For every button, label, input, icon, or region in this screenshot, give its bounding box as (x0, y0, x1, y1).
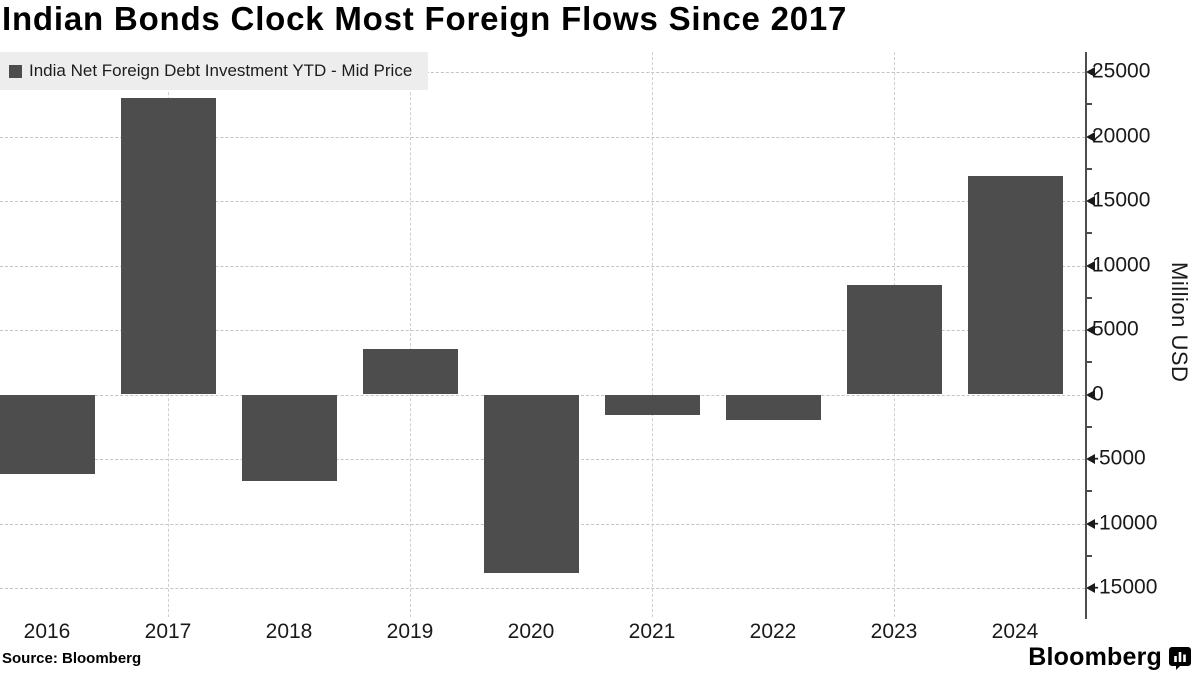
bar-chart-bubble-icon (1168, 646, 1192, 670)
bar-2017 (120, 97, 216, 395)
source-note: Source: Bloomberg (2, 650, 142, 667)
gridline-horizontal (0, 136, 1085, 138)
y-axis-major-tick-arrow (1086, 196, 1095, 206)
y-tick-label: 15000 (1092, 188, 1151, 212)
y-axis-major-tick-arrow (1086, 131, 1095, 142)
y-tick-label: 10000 (1092, 253, 1151, 277)
y-axis-minor-tick (1085, 296, 1092, 299)
bloomberg-wordmark: Bloomberg (1028, 643, 1162, 671)
bar-2020 (483, 394, 579, 573)
gridline-vertical (652, 52, 653, 617)
x-tick-label: 2022 (749, 620, 797, 643)
y-axis-title: Million USD (1167, 262, 1192, 383)
x-tick-label: 2024 (991, 620, 1039, 643)
y-axis-minor-tick (1085, 232, 1092, 235)
gridline-vertical (410, 52, 411, 617)
gridline-horizontal (0, 72, 1085, 73)
y-axis-major-tick-arrow (1086, 389, 1095, 400)
y-axis-minor-tick (1085, 361, 1092, 364)
gridline-horizontal (0, 201, 1085, 202)
y-tick-label: 25000 (1092, 59, 1151, 83)
chart-title: Indian Bonds Clock Most Foreign Flows Si… (2, 0, 848, 37)
y-axis-major-tick-arrow (1086, 454, 1095, 464)
bar-2016 (0, 394, 95, 475)
bar-2019 (362, 349, 458, 395)
gridline-horizontal (0, 588, 1085, 589)
x-tick-label: 2017 (144, 620, 192, 643)
y-tick-label: 5000 (1092, 317, 1139, 341)
y-axis-minor-tick (1085, 103, 1092, 106)
y-axis-major-tick-arrow (1086, 518, 1095, 529)
x-tick-label: 2023 (870, 620, 918, 643)
gridline-horizontal (0, 265, 1085, 267)
y-axis-spine (1085, 52, 1087, 619)
x-tick-label: 2021 (628, 620, 676, 643)
x-tick-label: 2018 (265, 620, 313, 643)
y-tick-label: 20000 (1092, 124, 1151, 148)
y-tick-label: 0 (1092, 382, 1104, 406)
bar-2022 (725, 394, 821, 421)
bar-2021 (604, 394, 700, 416)
y-axis-major-tick-arrow (1086, 325, 1095, 335)
y-axis-minor-tick (1085, 167, 1092, 170)
legend: India Net Foreign Debt Investment YTD - … (0, 52, 429, 90)
bloomberg-logo: Bloomberg (1028, 643, 1192, 672)
y-axis-minor-tick (1085, 425, 1092, 428)
bar-2023 (846, 284, 942, 395)
y-axis-minor-tick (1085, 490, 1092, 493)
x-tick-label: 2016 (23, 620, 71, 643)
y-axis-major-tick-arrow (1086, 583, 1095, 593)
legend-swatch-icon (9, 64, 22, 78)
y-axis-minor-tick (1085, 554, 1092, 557)
y-tick-label: -15000 (1092, 575, 1158, 599)
legend-label: India Net Foreign Debt Investment YTD - … (29, 61, 413, 80)
gridline-horizontal (0, 330, 1085, 331)
y-tick-label: -10000 (1092, 511, 1158, 535)
y-axis-major-tick-arrow (1086, 67, 1095, 77)
x-tick-label: 2020 (507, 620, 555, 643)
y-axis-major-tick-arrow (1086, 260, 1095, 271)
bar-2018 (241, 394, 337, 481)
x-tick-label: 2019 (386, 620, 434, 643)
y-tick-label: -5000 (1092, 446, 1146, 470)
bar-2024 (967, 176, 1063, 395)
